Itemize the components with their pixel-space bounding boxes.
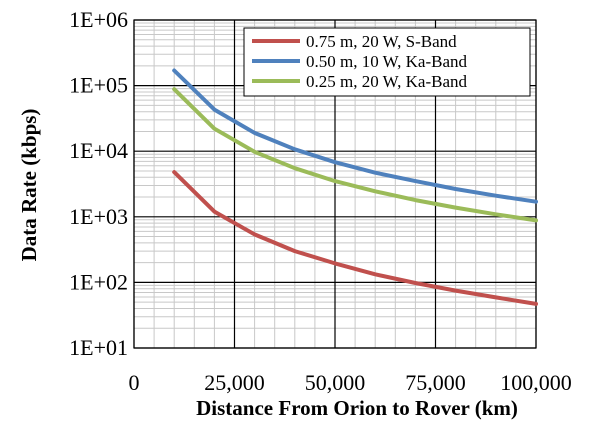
plot-border bbox=[133, 19, 537, 349]
y-tick-label: 1E+06 bbox=[69, 7, 128, 32]
x-axis-title: Distance From Orion to Rover (km) bbox=[196, 396, 518, 420]
x-tick-label: 50,000 bbox=[305, 370, 366, 395]
y-tick-labels: 1E+01 1E+02 1E+03 1E+04 1E+05 1E+06 bbox=[69, 7, 128, 360]
legend-label-2: 0.50 m, 10 W, Ka-Band bbox=[306, 52, 468, 71]
y-tick-label: 1E+02 bbox=[69, 269, 128, 294]
y-tick-label: 1E+04 bbox=[69, 138, 128, 163]
x-tick-label: 25,000 bbox=[204, 370, 265, 395]
series-line-3 bbox=[172, 87, 538, 223]
y-axis-title: Data Rate (kbps) bbox=[17, 109, 41, 262]
x-tick-labels: 0 25,000 50,000 75,000 100,000 bbox=[129, 370, 572, 395]
series-line-1 bbox=[172, 170, 538, 306]
y-tick-label: 1E+01 bbox=[69, 335, 128, 360]
legend-label-1: 0.75 m, 20 W, S-Band bbox=[306, 32, 457, 51]
x-tick-label: 0 bbox=[129, 370, 140, 395]
y-tick-label: 1E+03 bbox=[69, 204, 128, 229]
x-tick-label: 75,000 bbox=[405, 370, 466, 395]
x-tick-label: 100,000 bbox=[500, 370, 572, 395]
series-layer bbox=[172, 68, 538, 306]
legend-label-3: 0.25 m, 20 W, Ka-Band bbox=[306, 72, 468, 91]
series-line-2 bbox=[172, 68, 538, 204]
y-tick-label: 1E+05 bbox=[69, 73, 128, 98]
